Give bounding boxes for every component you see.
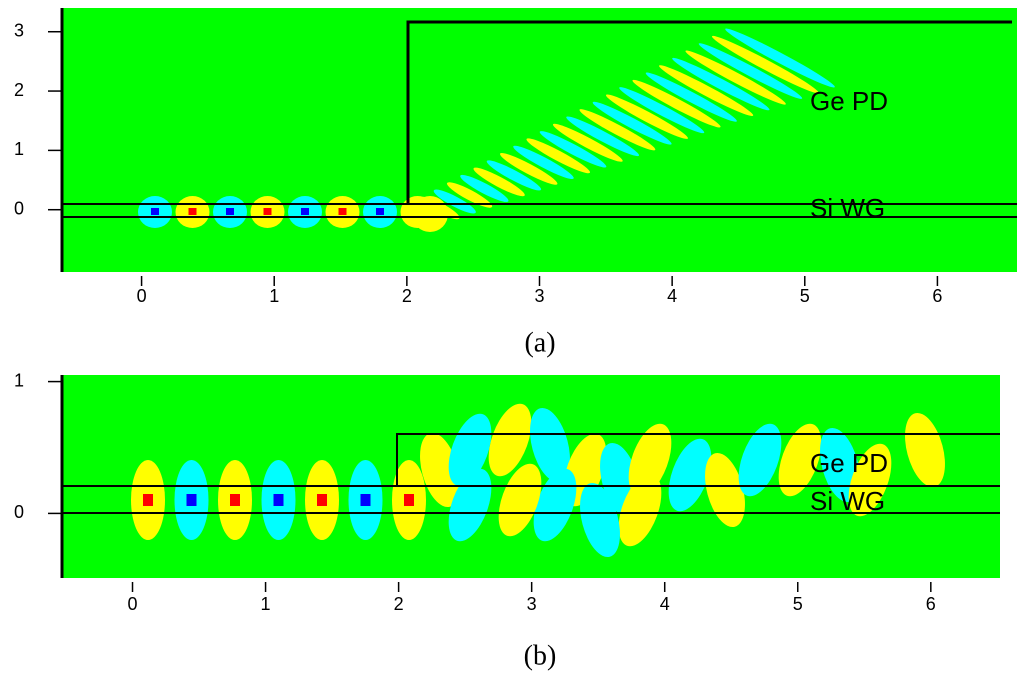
field-lobe bbox=[905, 413, 945, 487]
field-stripe bbox=[672, 57, 770, 111]
field-lobe bbox=[778, 423, 822, 497]
x-tick-label: 3 bbox=[527, 594, 537, 614]
field-peak bbox=[226, 208, 234, 215]
x-tick-label: 2 bbox=[402, 286, 412, 306]
plot-area bbox=[62, 8, 1017, 272]
field-lobe bbox=[488, 403, 532, 477]
x-tick-label: 3 bbox=[534, 286, 544, 306]
y-tick-label: 1 bbox=[14, 139, 24, 159]
field-stripe bbox=[486, 160, 542, 191]
field-stripe bbox=[446, 182, 493, 208]
field-stripe bbox=[685, 50, 786, 105]
field-lobe bbox=[448, 413, 492, 487]
field-peak bbox=[404, 494, 414, 506]
field-stripe bbox=[725, 28, 835, 88]
field-stripe bbox=[592, 101, 672, 145]
field-stripe bbox=[473, 167, 525, 197]
x-tick-label: 4 bbox=[667, 286, 677, 306]
annotation: Si WG bbox=[810, 193, 885, 223]
y-tick-label: 2 bbox=[14, 80, 24, 100]
field-stripe bbox=[632, 79, 721, 128]
field-stripe bbox=[579, 109, 656, 151]
field-stripe bbox=[526, 138, 591, 174]
field-lobe bbox=[420, 433, 460, 507]
field-stripe bbox=[513, 145, 574, 179]
field-lobe bbox=[580, 483, 620, 557]
y-tick-label: 1 bbox=[14, 370, 24, 390]
field-stripe bbox=[658, 65, 754, 117]
plot-a: 0 1 2 3 4 5 6 0 1 2 3 Ge PD Si WG (a) bbox=[14, 8, 1017, 358]
x-tick-label: 6 bbox=[932, 286, 942, 306]
field-peak bbox=[230, 494, 240, 506]
field-stripe bbox=[645, 72, 737, 122]
field-peak bbox=[186, 494, 197, 506]
field-peak bbox=[273, 494, 284, 506]
x-tick-label: 4 bbox=[660, 594, 670, 614]
field-stripe bbox=[433, 189, 476, 214]
field-lobe bbox=[498, 463, 542, 537]
field-stripe bbox=[711, 35, 819, 94]
x-tick-label: 5 bbox=[793, 594, 803, 614]
ge-pd-outline bbox=[406, 20, 1012, 204]
y-tick-label: 0 bbox=[14, 198, 24, 218]
field-stripe bbox=[698, 43, 803, 99]
field-stripe bbox=[605, 94, 688, 139]
caption: (b) bbox=[524, 640, 557, 671]
field-peak bbox=[143, 494, 153, 506]
ge-pd-outline bbox=[396, 433, 1000, 486]
annotation: Ge PD bbox=[810, 86, 888, 116]
field-stripe bbox=[552, 123, 623, 162]
field-lobe bbox=[618, 473, 662, 547]
field-peak bbox=[151, 208, 159, 215]
field-stripe bbox=[420, 196, 460, 220]
x-tick-label: 2 bbox=[394, 594, 404, 614]
y-tick-label: 0 bbox=[14, 502, 24, 522]
field-lobe bbox=[738, 423, 782, 497]
field-stripe bbox=[539, 131, 607, 168]
field-peak bbox=[317, 494, 327, 506]
plot-b: 0 1 2 3 4 5 6 0 1 Ge PD Si WG (b) bbox=[14, 370, 1000, 671]
annotation: Si WG bbox=[810, 486, 885, 516]
annotation: Ge PD bbox=[810, 448, 888, 478]
field-peak bbox=[301, 208, 309, 215]
caption: (a) bbox=[524, 327, 555, 358]
x-tick-label: 0 bbox=[128, 594, 138, 614]
field-lobe bbox=[705, 453, 745, 527]
field-lobe bbox=[820, 428, 860, 502]
field-peak bbox=[360, 494, 371, 506]
field-peak bbox=[338, 208, 347, 215]
y-tick-label: 3 bbox=[14, 20, 24, 40]
field-lobe bbox=[668, 438, 712, 512]
x-tick-label: 5 bbox=[800, 286, 810, 306]
x-tick-label: 0 bbox=[137, 286, 147, 306]
field-peak bbox=[188, 208, 197, 215]
x-tick-label: 1 bbox=[261, 594, 271, 614]
field-stripe bbox=[619, 87, 705, 134]
field-stripe bbox=[499, 153, 558, 185]
field-peak bbox=[376, 208, 384, 215]
field-stripe bbox=[566, 116, 640, 157]
field-peak bbox=[263, 208, 272, 215]
field-lobe bbox=[848, 443, 892, 517]
x-tick-label: 1 bbox=[269, 286, 279, 306]
field-stripe bbox=[460, 174, 509, 202]
field-lobe bbox=[628, 423, 672, 497]
x-tick-label: 6 bbox=[926, 594, 936, 614]
field-lobe bbox=[530, 408, 570, 482]
